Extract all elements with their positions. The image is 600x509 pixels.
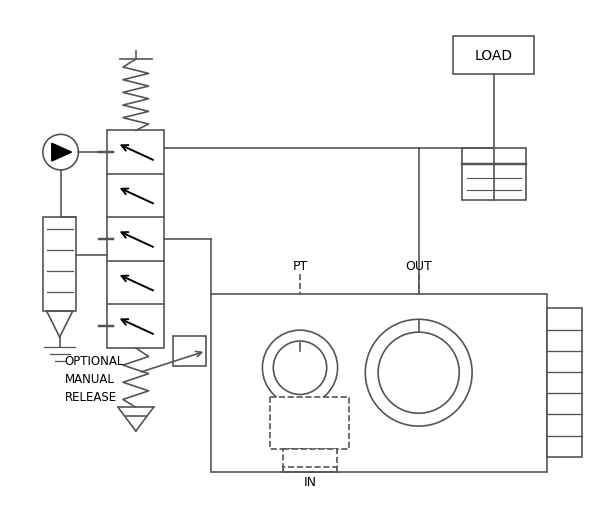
Bar (283, 449, 337, 467)
Bar (211, 294, 547, 472)
Text: IN: IN (304, 475, 316, 489)
Bar (462, 149, 526, 200)
Bar (107, 131, 164, 348)
Text: OUT: OUT (406, 259, 432, 272)
Bar (173, 336, 206, 366)
Text: PT: PT (292, 259, 308, 272)
Bar (271, 398, 349, 449)
Text: OPTIONAL
MANUAL
RELEASE: OPTIONAL MANUAL RELEASE (65, 354, 124, 403)
Bar (454, 37, 535, 75)
Polygon shape (52, 144, 71, 162)
Bar (547, 309, 582, 457)
Bar (43, 218, 76, 312)
Text: LOAD: LOAD (475, 49, 513, 63)
